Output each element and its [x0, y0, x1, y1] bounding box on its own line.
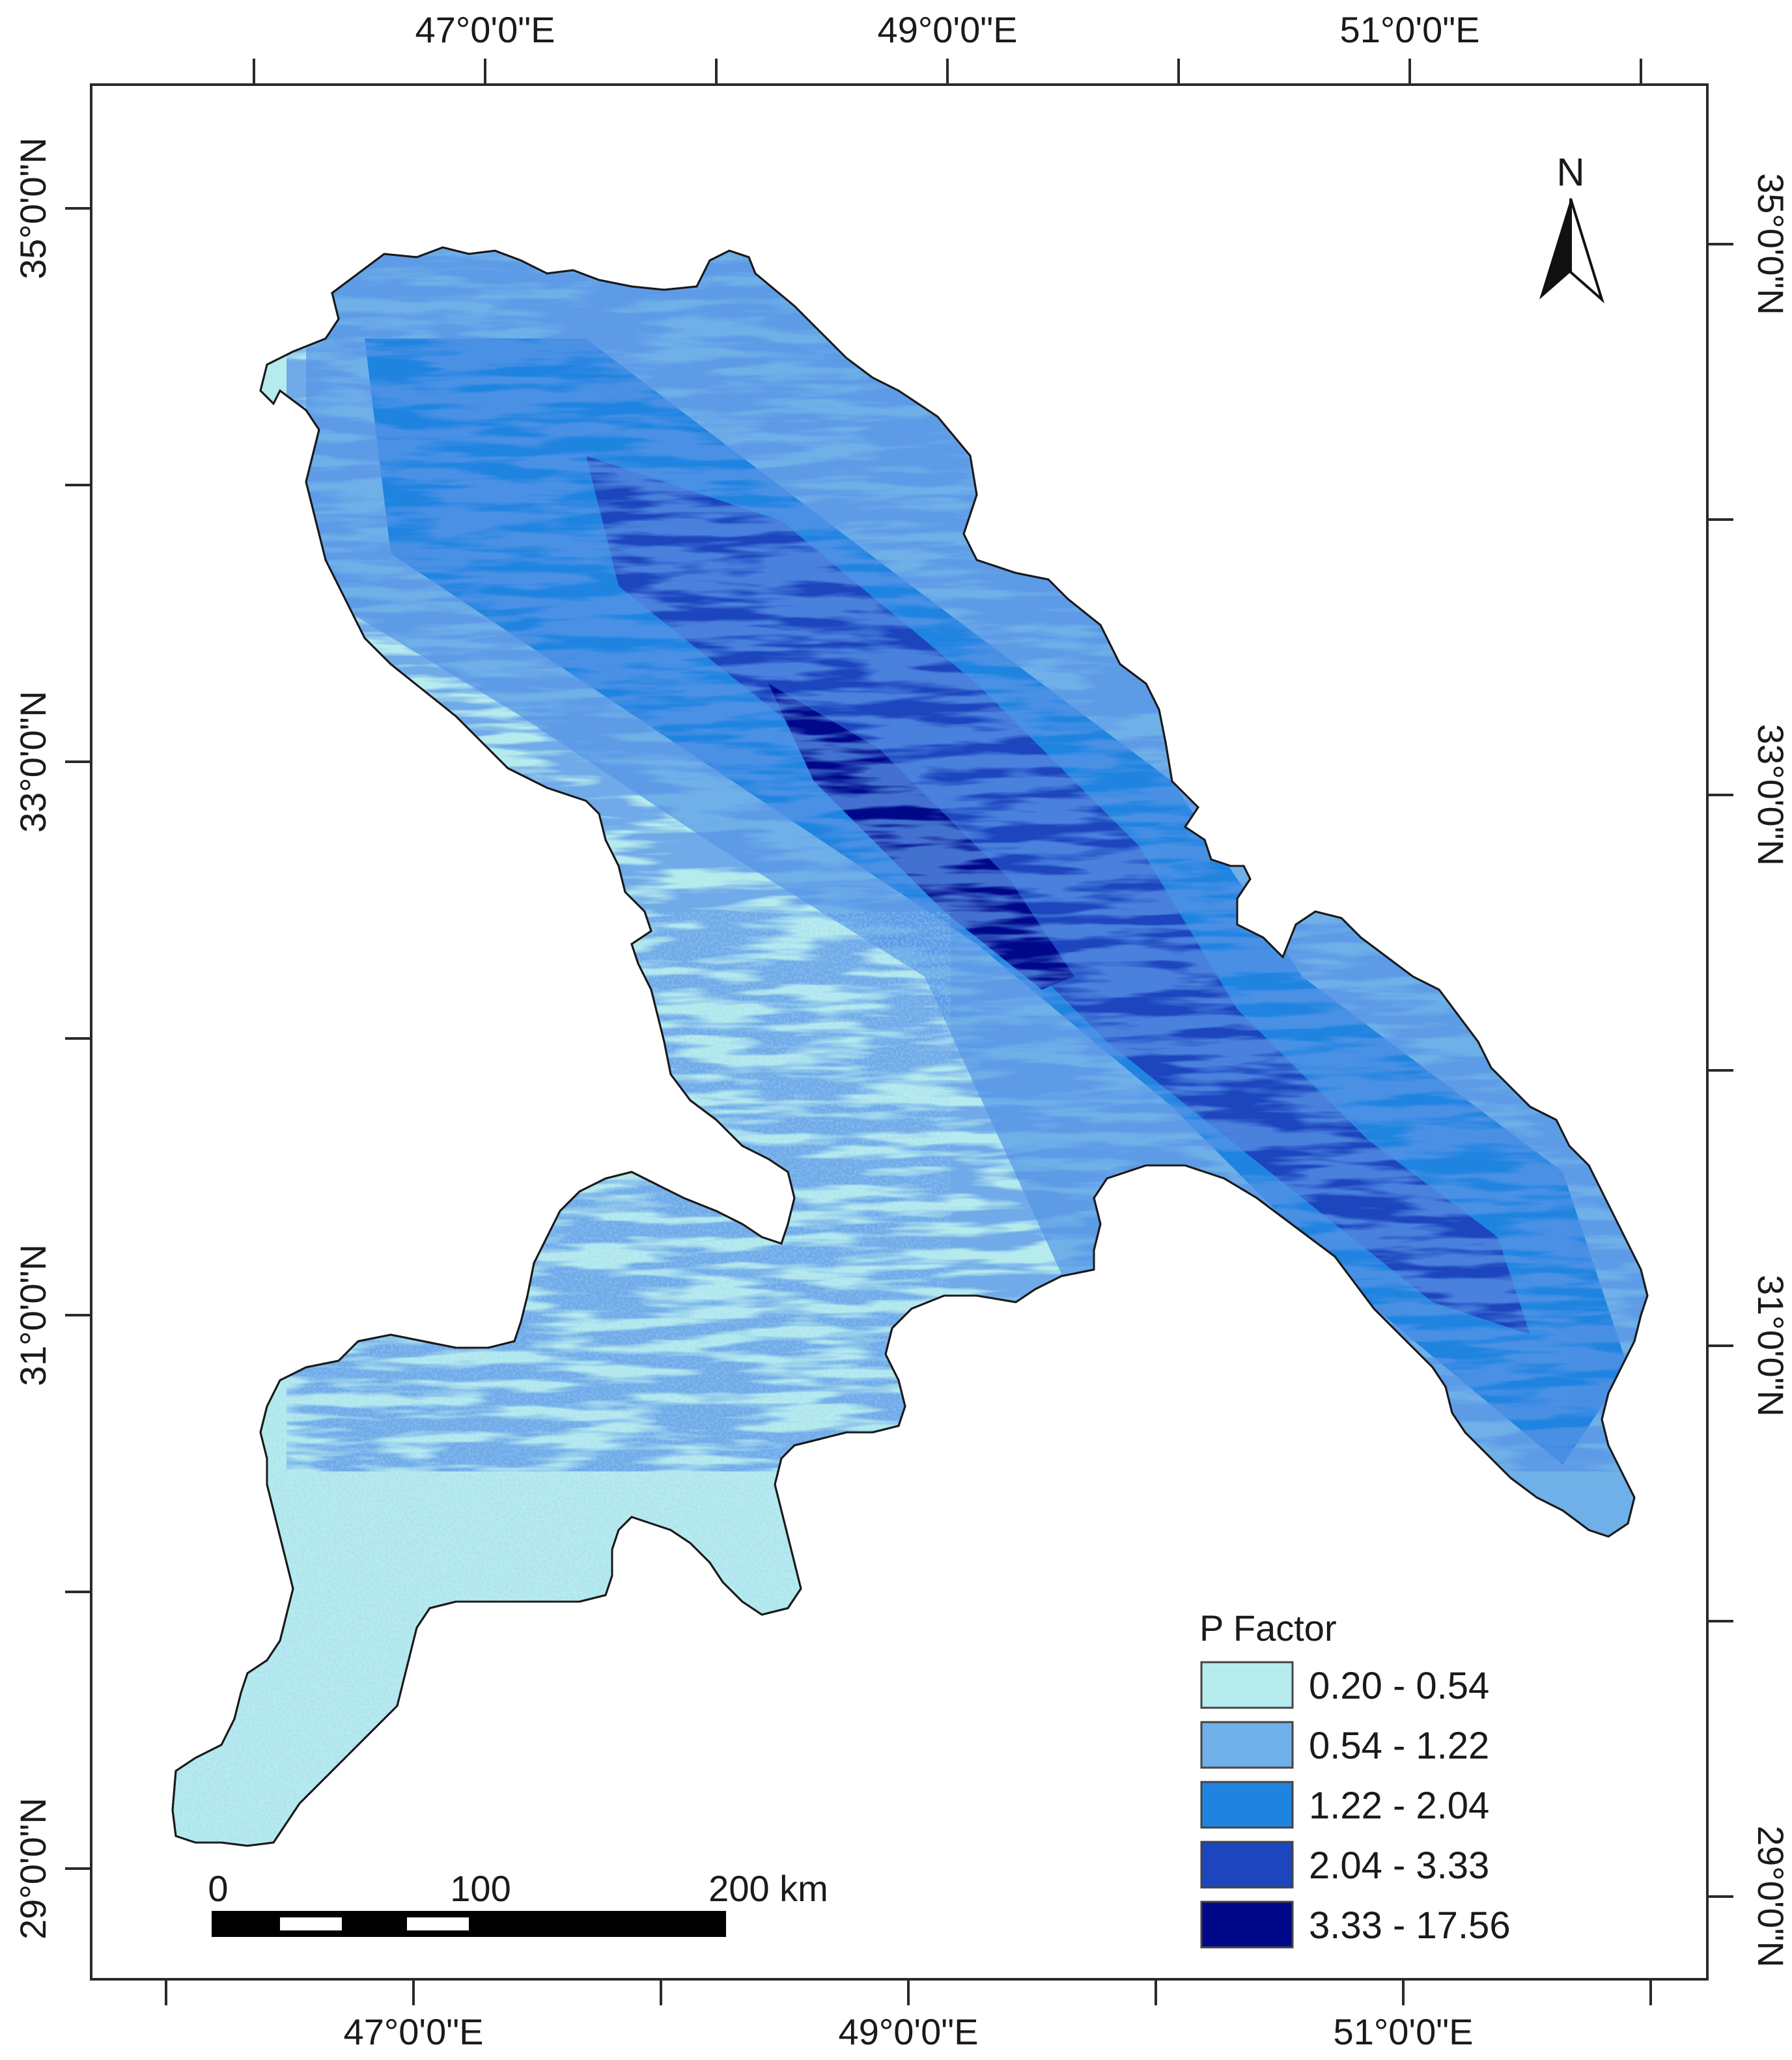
- scale-bar: 0 100 200 km: [208, 1868, 828, 1937]
- left-axis-label-0: 35°0'0"N: [12, 137, 53, 279]
- legend-label-3: 2.04 - 3.33: [1309, 1844, 1489, 1887]
- scale-label-0: 0: [208, 1868, 228, 1909]
- north-arrow: N: [1539, 150, 1605, 304]
- legend-label-1: 0.54 - 1.22: [1309, 1725, 1489, 1767]
- legend-swatch-0: [1200, 1661, 1294, 1709]
- north-arrow-letter: N: [1556, 150, 1584, 194]
- right-axis-label-0: 35°0'0"N: [1750, 173, 1791, 315]
- left-axis-label-2: 31°0'0"N: [12, 1244, 53, 1386]
- basin-outline: [171, 246, 1649, 1847]
- legend-label-4: 3.33 - 17.56: [1309, 1904, 1511, 1947]
- right-axis-label-2: 31°0'0"N: [1750, 1275, 1791, 1417]
- legend-swatch-1: [1200, 1721, 1294, 1769]
- bottom-axis-label-1: 49°0'0"E: [839, 2011, 979, 2052]
- bottom-axis-label-2: 51°0'0"E: [1334, 2011, 1474, 2052]
- legend-swatch-3: [1200, 1841, 1294, 1889]
- scale-label-200: 200 km: [708, 1868, 828, 1909]
- right-axis-label-1: 33°0'0"N: [1750, 724, 1791, 866]
- legend-label-2: 1.22 - 2.04: [1309, 1785, 1489, 1827]
- top-axis-label-2: 51°0'0"E: [1340, 9, 1480, 50]
- legend-label-0: 0.20 - 0.54: [1309, 1665, 1489, 1707]
- left-axis-label-3: 29°0'0"N: [12, 1798, 53, 1940]
- right-axis-label-3: 29°0'0"N: [1750, 1826, 1791, 1968]
- scale-label-100: 100: [450, 1868, 511, 1909]
- legend-swatch-4: [1200, 1900, 1294, 1949]
- top-axis-label-0: 47°0'0"E: [415, 9, 555, 50]
- legend-swatch-2: [1200, 1781, 1294, 1829]
- legend-title: P Factor: [1199, 1608, 1337, 1649]
- left-axis-label-1: 33°0'0"N: [12, 691, 53, 833]
- north-arrow-icon: [1539, 198, 1605, 304]
- legend: P Factor 0.20 - 0.54 0.54 - 1.22 1.22 - …: [1199, 1608, 1511, 1949]
- bottom-axis-label-0: 47°0'0"E: [344, 2011, 484, 2052]
- tick-marks: [65, 59, 1733, 2005]
- top-axis-label-1: 49°0'0"E: [878, 9, 1018, 50]
